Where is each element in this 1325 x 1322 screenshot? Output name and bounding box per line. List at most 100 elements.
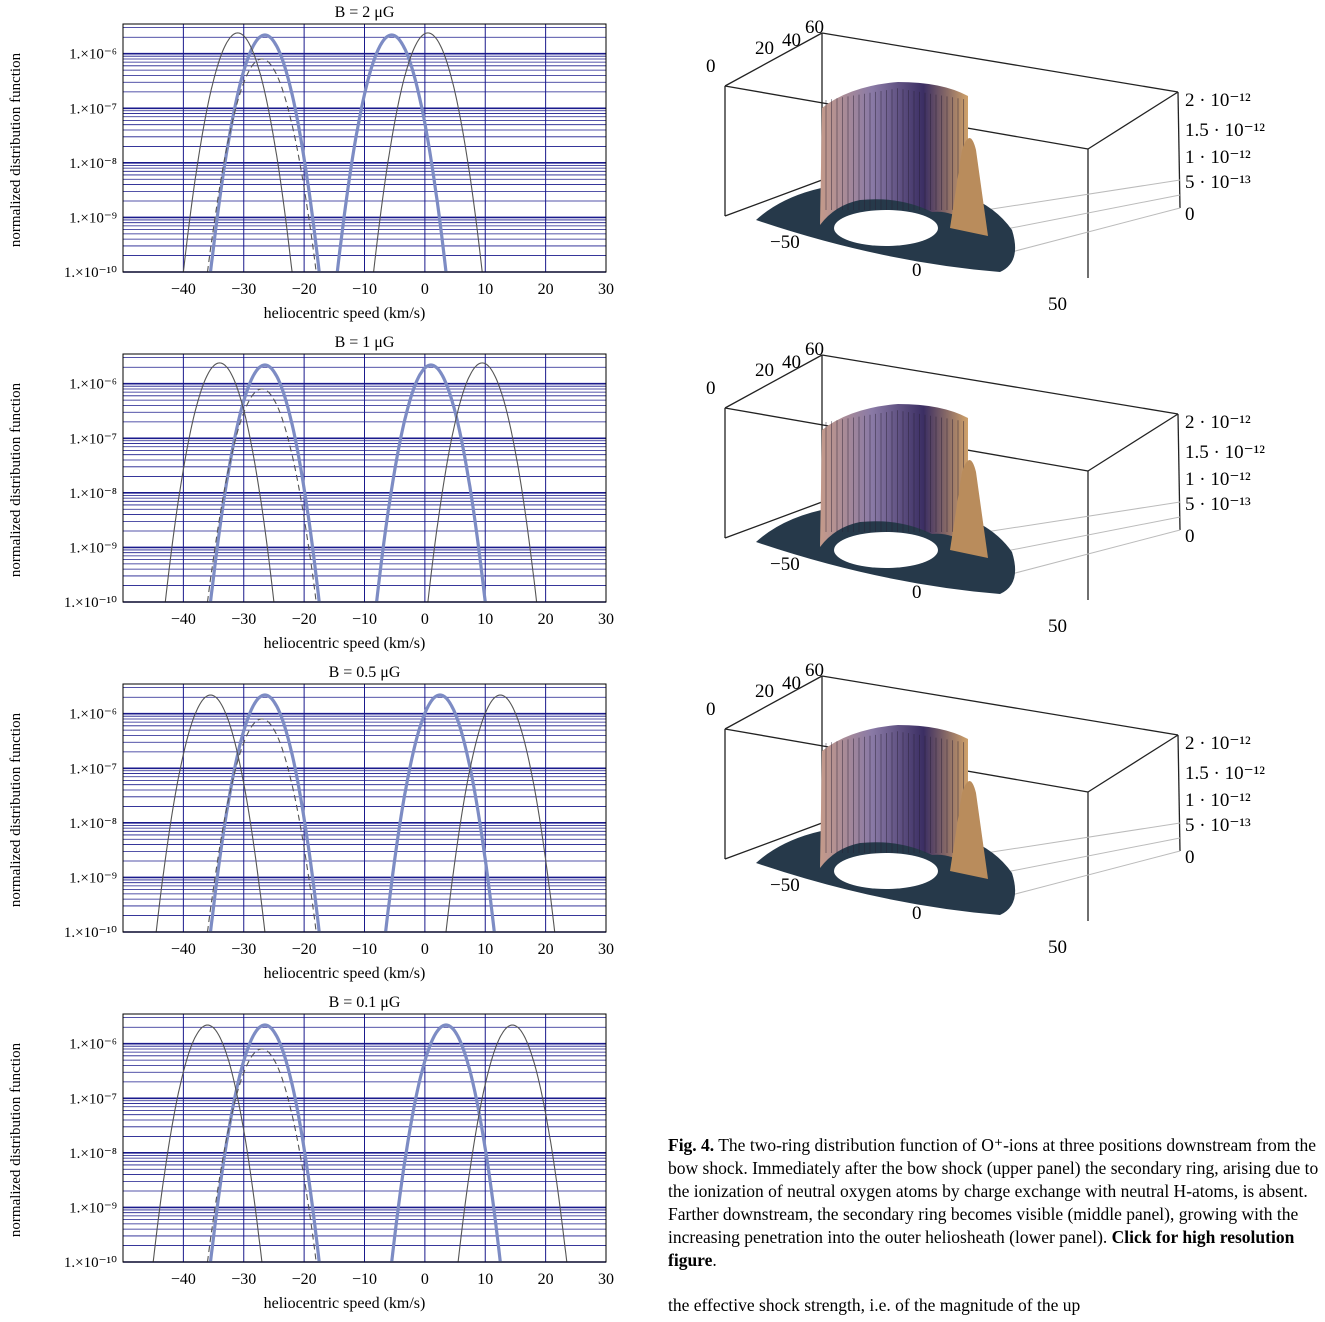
x-tick-label: −40 — [171, 611, 196, 628]
series-thick-blue-peak-0 — [208, 1023, 321, 1263]
x-tick-label: 10 — [477, 281, 493, 298]
depth-tick-label: 60 — [805, 17, 824, 38]
box-edge — [724, 354, 823, 409]
box-edge — [1087, 413, 1179, 472]
series-thick-blue-peak-0 — [208, 363, 321, 603]
z-tick-label: 1.5 · 10⁻¹² — [1185, 442, 1265, 463]
z-tick-label: 2 · 10⁻¹² — [1185, 90, 1251, 111]
y-tick-label: 1.×10⁻⁶ — [69, 377, 117, 393]
y-tick-label: 1.×10⁻¹⁰ — [64, 265, 117, 281]
depth-tick-label: 60 — [805, 339, 824, 360]
x-axis-label: heliocentric speed (km/s) — [264, 965, 426, 982]
chart-3: B = 0.1 μG 1.×10⁻⁶ 1.×10⁻⁷ 1.×10⁻⁸ 1.×10⁻⁹ 1.… — [8, 994, 614, 1312]
box-edge — [821, 675, 1179, 736]
depth-tick-label: 40 — [782, 30, 801, 51]
series-dashed-peak-0 — [206, 718, 317, 933]
z-tick-label: 1 · 10⁻¹² — [1185, 147, 1251, 168]
plot-frame — [122, 1013, 607, 1263]
y-tick-label: 1.×10⁻⁶ — [69, 47, 117, 63]
x-tick-label: 50 — [1048, 294, 1067, 315]
z-tick-label: 2 · 10⁻¹² — [1185, 733, 1251, 754]
z-tick-label: 1 · 10⁻¹² — [1185, 469, 1251, 490]
chart-title: B = 0.1 μG — [329, 994, 401, 1011]
caption-label: Fig. 4. — [668, 1135, 715, 1155]
chart-0: B = 2 μG 1.×10⁻⁶ 1.×10⁻⁷ 1.×10⁻⁸ 1.×10⁻⁹ 1.×1… — [8, 4, 614, 322]
body-text: the effective shock strength, i.e. of th… — [668, 1295, 1081, 1315]
depth-tick-label: 60 — [805, 660, 824, 681]
x-tick-label: −20 — [292, 611, 317, 628]
x-tick-label: −20 — [292, 281, 317, 298]
x-tick-label: 20 — [538, 1271, 554, 1288]
box-edge — [1177, 91, 1181, 209]
y-tick-label: 1.×10⁻⁷ — [69, 761, 117, 777]
chart-2: B = 0.5 μG 1.×10⁻⁶ 1.×10⁻⁷ 1.×10⁻⁸ 1.×10⁻⁹ 1.… — [8, 664, 614, 982]
x-tick-label: 0 — [912, 903, 922, 924]
chart-title: B = 2 μG — [335, 4, 395, 21]
y-axis-label: normalized distribution function — [8, 1042, 24, 1237]
depth-tick-label: 20 — [755, 360, 774, 381]
y-tick-label: 1.×10⁻⁷ — [69, 1091, 117, 1107]
y-tick-label: 1.×10⁻⁷ — [69, 101, 117, 117]
x-tick-label: −50 — [770, 554, 800, 575]
x-tick-label: −10 — [352, 941, 377, 958]
series-thin-gray-peak-1 — [427, 362, 538, 603]
depth-tick-label: 20 — [755, 681, 774, 702]
surface-ring-wall — [820, 82, 968, 225]
box-edge — [1087, 91, 1179, 150]
box-edge — [1087, 734, 1179, 793]
x-tick-label: −20 — [292, 1271, 317, 1288]
surface-hole — [834, 853, 938, 889]
box-edge — [724, 32, 823, 87]
box-edge — [821, 32, 1179, 93]
surface-ring-wall — [820, 725, 968, 868]
x-tick-label: −30 — [231, 281, 256, 298]
z-tick-label: 1.5 · 10⁻¹² — [1185, 763, 1265, 784]
series-dashed-peak-0 — [206, 388, 317, 603]
x-axis-label: heliocentric speed (km/s) — [264, 305, 426, 322]
y-tick-label: 1.×10⁻⁶ — [69, 707, 117, 723]
caption-end: . — [712, 1250, 717, 1270]
x-tick-label: −10 — [352, 1271, 377, 1288]
y-tick-label: 1.×10⁻¹⁰ — [64, 925, 117, 941]
series-dashed-peak-0 — [206, 1048, 317, 1263]
box-edge — [724, 501, 823, 539]
z-tick-label: 1 · 10⁻¹² — [1185, 790, 1251, 811]
z-tick-label: 5 · 10⁻¹³ — [1185, 172, 1251, 193]
z-tick-label: 0 — [1185, 526, 1195, 547]
depth-tick-label: 20 — [755, 38, 774, 59]
caption-text: The two-ring distribution function of O⁺… — [668, 1135, 1319, 1247]
z-tick-label: 0 — [1185, 847, 1195, 868]
box-edge — [821, 354, 1179, 415]
box-edge — [724, 822, 823, 860]
box-edge — [1177, 734, 1181, 852]
z-tick-label: 5 · 10⁻¹³ — [1185, 494, 1251, 515]
x-tick-label: 20 — [538, 281, 554, 298]
plot-frame — [122, 23, 607, 273]
high-resolution-link[interactable]: Click for high resolution figure — [668, 1227, 1295, 1270]
x-tick-label: 0 — [421, 941, 429, 958]
x-tick-label: −40 — [171, 1271, 196, 1288]
floor-grid-line — [999, 529, 1181, 578]
x-tick-label: −50 — [770, 875, 800, 896]
series-thin-gray-peak-0 — [182, 32, 293, 273]
chart-1: B = 1 μG 1.×10⁻⁶ 1.×10⁻⁷ 1.×10⁻⁸ 1.×10⁻⁹ 1.×1… — [8, 334, 614, 652]
surface-hole — [834, 210, 938, 246]
x-tick-label: 10 — [477, 941, 493, 958]
x-tick-label: 20 — [538, 941, 554, 958]
x-tick-label: 50 — [1048, 616, 1067, 637]
x-tick-label: −10 — [352, 281, 377, 298]
series-thin-gray-peak-0 — [164, 362, 275, 603]
figure-caption: Fig. 4. The two-ring distribution functi… — [668, 1134, 1325, 1272]
surface-secondary-peak — [950, 781, 988, 879]
plot-frame — [122, 353, 607, 603]
z-tick-label: 5 · 10⁻¹³ — [1185, 815, 1251, 836]
series-dashed-peak-0 — [206, 58, 317, 273]
z-tick-label: 0 — [1185, 204, 1195, 225]
chart-title: B = 1 μG — [335, 334, 395, 351]
series-thick-blue-peak-1 — [390, 1023, 502, 1263]
depth-tick-label: 0 — [706, 56, 716, 77]
series-thick-blue-peak-1 — [384, 693, 496, 933]
